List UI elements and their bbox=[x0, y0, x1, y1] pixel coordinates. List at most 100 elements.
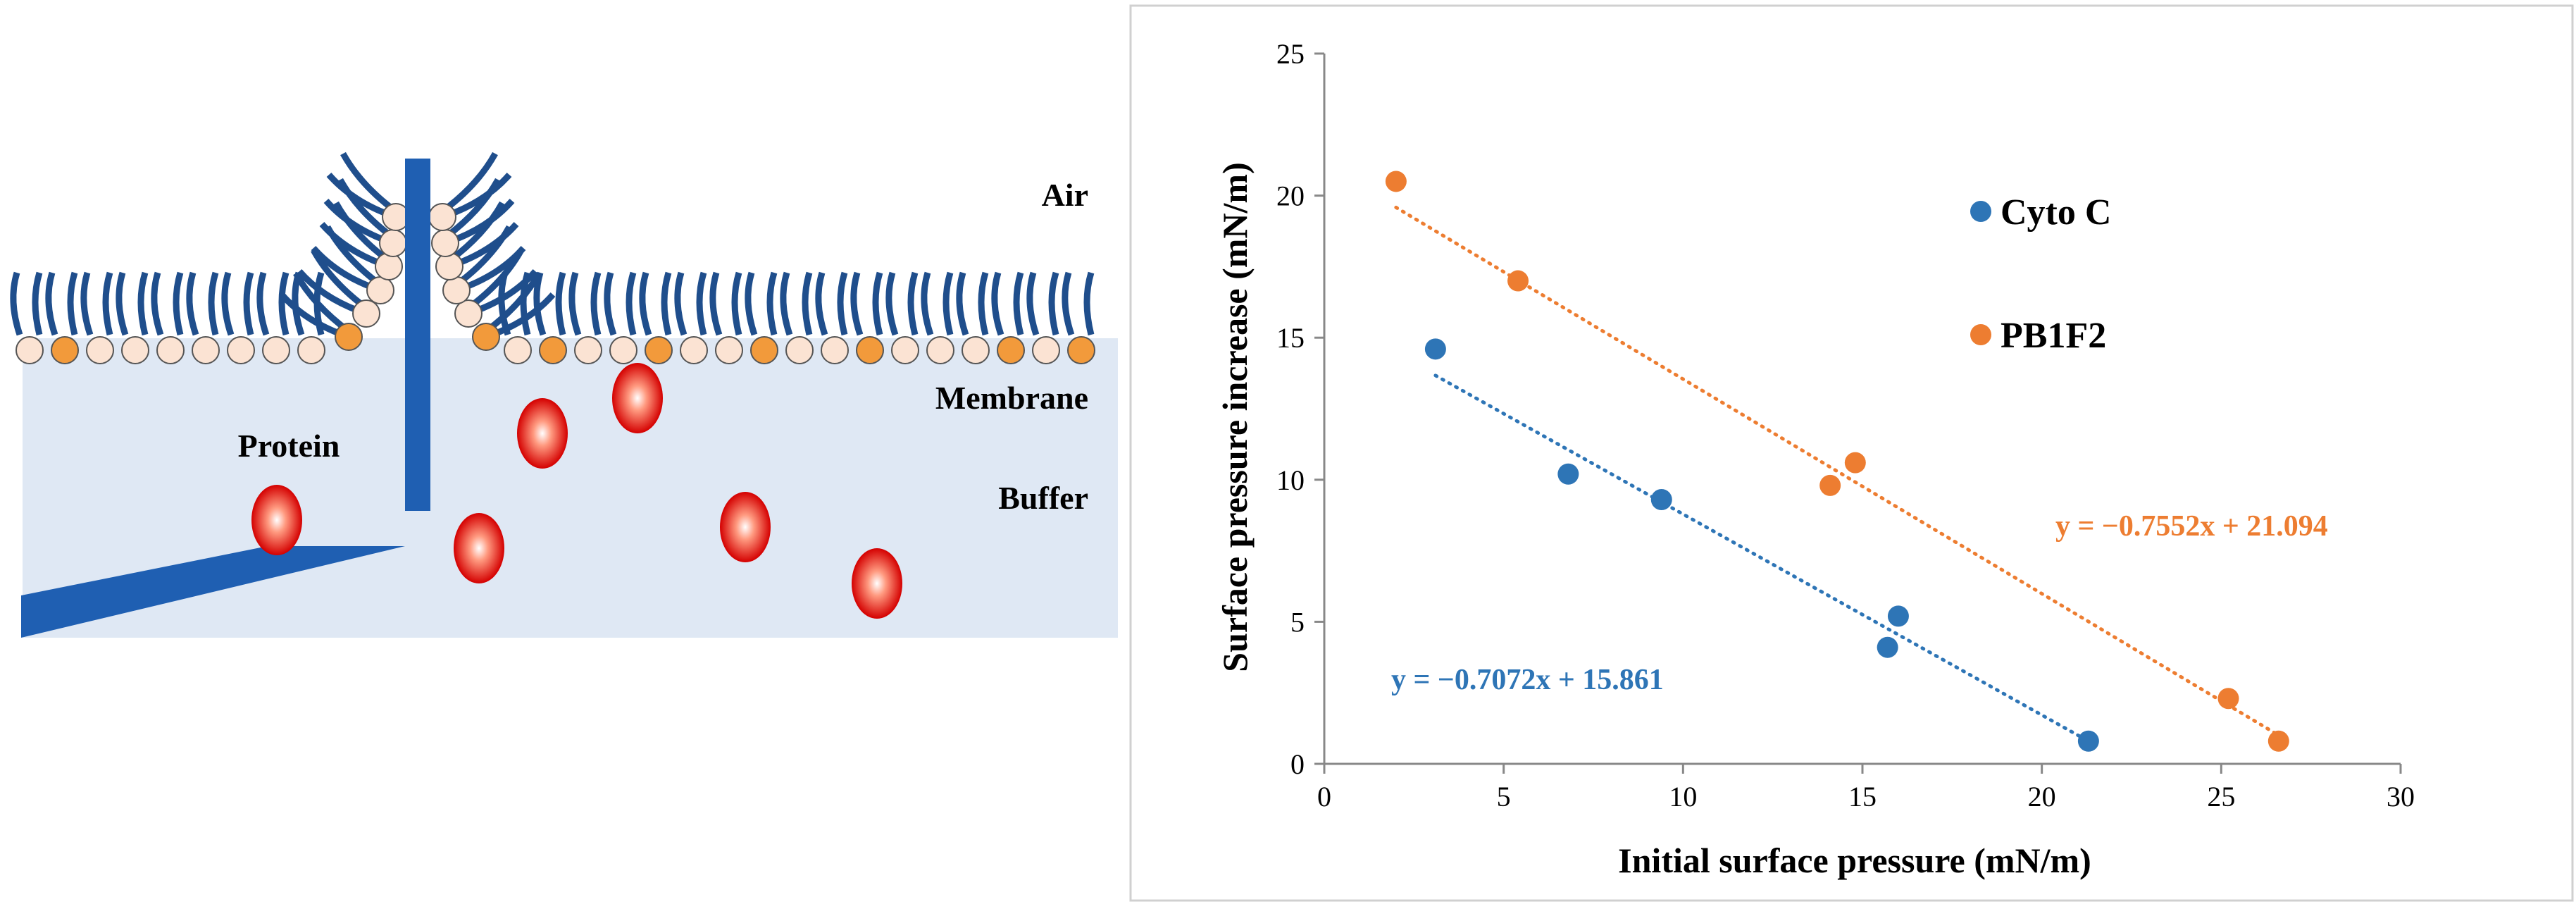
lipid-head bbox=[504, 336, 532, 364]
lipid-head bbox=[121, 336, 149, 364]
data-point bbox=[1844, 452, 1866, 474]
lipid-tail bbox=[626, 271, 637, 336]
trendline-0 bbox=[1433, 373, 2091, 743]
lipid-head bbox=[297, 336, 325, 364]
legend-marker-cyto-c bbox=[1970, 201, 1991, 222]
y-tick-label: 0 bbox=[1290, 748, 1305, 780]
lipid-tail bbox=[942, 271, 954, 336]
lipid-head bbox=[715, 336, 743, 364]
lipid-head bbox=[262, 336, 290, 364]
protein-molecule bbox=[720, 492, 771, 562]
lipid-head bbox=[227, 336, 255, 364]
legend-label-cyto-c: Cyto C bbox=[2001, 192, 2111, 233]
lipid-tail bbox=[80, 271, 94, 336]
lipid-head bbox=[539, 336, 567, 364]
lipid-tail bbox=[151, 271, 164, 336]
lipid-head bbox=[785, 336, 814, 364]
lipid-head bbox=[750, 336, 778, 364]
lipid-head bbox=[680, 336, 708, 364]
data-point bbox=[2267, 730, 2289, 752]
label-protein: Protein bbox=[238, 428, 340, 464]
protein-molecule bbox=[251, 485, 302, 555]
lipid-tail bbox=[802, 271, 813, 336]
lipid-tail bbox=[604, 271, 617, 336]
trendline-1 bbox=[1394, 205, 2281, 737]
lipid-head bbox=[574, 336, 602, 364]
x-tick-label: 15 bbox=[1848, 781, 1877, 812]
data-point bbox=[1887, 605, 1909, 627]
lipid-tail bbox=[1083, 271, 1095, 336]
legend-marker-pb1f2 bbox=[1970, 324, 1991, 345]
lipid-tail bbox=[780, 271, 793, 336]
label-air: Air bbox=[1042, 177, 1088, 213]
lipid-tail bbox=[639, 271, 652, 336]
lipid-tail bbox=[45, 271, 58, 336]
protein-molecule bbox=[612, 363, 663, 433]
data-point bbox=[1424, 338, 1446, 360]
lipid-head bbox=[156, 336, 185, 364]
lipid-tail bbox=[1048, 271, 1059, 336]
data-point bbox=[1819, 474, 1841, 496]
lipid-tail bbox=[731, 271, 742, 336]
lipid-tail bbox=[696, 271, 707, 336]
label-membrane: Membrane bbox=[935, 380, 1088, 416]
protein-molecule bbox=[454, 513, 504, 583]
chart-frame bbox=[1129, 4, 2574, 902]
lipid-head bbox=[86, 336, 114, 364]
lipid-head bbox=[891, 336, 919, 364]
lipid-tail bbox=[10, 271, 23, 336]
x-tick-label: 5 bbox=[1497, 781, 1511, 812]
lipid-tail bbox=[1013, 271, 1024, 336]
lipid-tail bbox=[173, 271, 184, 336]
lipid-tail bbox=[1062, 271, 1075, 336]
lipid-tail bbox=[555, 271, 566, 336]
lipid-tail bbox=[885, 271, 899, 336]
lipid-head bbox=[472, 323, 500, 351]
protein-molecule bbox=[852, 548, 902, 619]
lipid-head bbox=[962, 336, 990, 364]
x-axis-label: Initial surface pressure (mN/m) bbox=[1618, 841, 2091, 880]
lipid-tail bbox=[956, 271, 969, 336]
lipid-tail bbox=[872, 271, 883, 336]
x-tick-label: 0 bbox=[1317, 781, 1331, 812]
lipid-tail bbox=[978, 271, 989, 336]
membrane-schematic: Air Membrane Buffer Protein bbox=[10, 152, 1118, 638]
protein-molecules bbox=[251, 363, 902, 619]
lipid-head bbox=[1067, 336, 1095, 364]
chart-axes: 0 5 10 15 20 25 30 0 5 10 15 20 25 bbox=[1276, 38, 2415, 812]
lipid-head bbox=[926, 336, 954, 364]
data-point bbox=[1650, 489, 1672, 511]
lipid-tail bbox=[278, 271, 290, 336]
y-tick-label: 15 bbox=[1276, 322, 1305, 354]
lipid-tail bbox=[590, 271, 602, 336]
lipid-tail bbox=[116, 271, 129, 336]
lipid-head bbox=[192, 336, 220, 364]
x-tick-label: 10 bbox=[1669, 781, 1697, 812]
x-tick-label: 25 bbox=[2207, 781, 2235, 812]
x-tick-label: 30 bbox=[2387, 781, 2415, 812]
trendlines bbox=[1394, 205, 2281, 743]
data-point bbox=[2217, 688, 2239, 710]
data-points bbox=[1385, 171, 2289, 752]
lipid-tail bbox=[837, 271, 848, 336]
lipid-tail bbox=[243, 271, 254, 336]
lipid-tail bbox=[850, 271, 864, 336]
lipid-tail bbox=[991, 271, 1004, 336]
lipid-head bbox=[821, 336, 849, 364]
lipid-tail bbox=[674, 271, 687, 336]
equation-pb1f2: y = −0.7552x + 21.094 bbox=[2055, 510, 2328, 543]
protein-molecule bbox=[517, 398, 568, 469]
lipid-head bbox=[856, 336, 884, 364]
lipid-tail bbox=[766, 271, 778, 336]
label-buffer: Buffer bbox=[998, 480, 1088, 516]
y-tick-label: 5 bbox=[1290, 606, 1305, 638]
y-tick-label: 25 bbox=[1276, 38, 1305, 70]
wilhelmy-plate bbox=[405, 159, 430, 511]
lipid-tail bbox=[102, 271, 113, 336]
lipid-head bbox=[15, 336, 44, 364]
y-tick-label: 10 bbox=[1276, 464, 1305, 496]
lipid-tail bbox=[921, 271, 934, 336]
lipid-monolayer bbox=[10, 152, 1095, 364]
lipid-tail bbox=[67, 271, 78, 336]
lipid-head bbox=[645, 336, 673, 364]
